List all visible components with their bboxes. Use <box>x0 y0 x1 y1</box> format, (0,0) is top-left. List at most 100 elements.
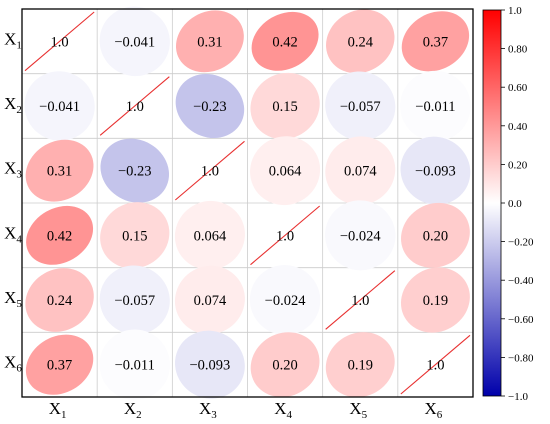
cell-value-label: −0.011 <box>115 358 155 374</box>
correlation-ellipse <box>401 202 470 268</box>
cell: 1.0 <box>99 76 170 136</box>
cell-value-label: 1.0 <box>201 164 219 180</box>
colorbar-tick-label: 1.0 <box>508 5 522 17</box>
cell-value-label: −0.23 <box>118 164 152 180</box>
cell: −0.057 <box>325 71 396 141</box>
column-labels: X1 X2 X3 X4 X5 X6 <box>49 399 443 421</box>
column-label: X5 <box>349 399 367 421</box>
grid <box>22 9 473 397</box>
row-labels: X1 X2 X3 X4 X5 X6 <box>4 29 22 374</box>
cell: 0.19 <box>325 332 395 398</box>
correlation-matrix: 1.0 −0.041 0.31 0.42 0.24 0.37 −0.041 1.0 −0.23 0… <box>24 6 471 400</box>
cell: −0.024 <box>249 265 321 335</box>
cell: 0.20 <box>401 202 470 268</box>
correlation-ellipse <box>26 205 94 265</box>
cell: 0.37 <box>25 334 94 395</box>
row-label: X2 <box>4 94 22 116</box>
correlation-ellipse <box>99 6 170 77</box>
cell: 0.074 <box>325 136 396 205</box>
cell: −0.093 <box>400 136 471 205</box>
cell: 0.15 <box>250 72 320 140</box>
diagonal-line <box>99 76 170 136</box>
cell: 0.24 <box>326 9 395 74</box>
cell-value-label: 0.074 <box>344 164 377 180</box>
colorbar-tick-label: −0.40 <box>508 275 534 287</box>
cell: −0.093 <box>175 330 245 399</box>
row-label: X5 <box>4 288 22 310</box>
diagonal-line <box>174 140 245 201</box>
cell-value-label: −0.093 <box>190 358 231 374</box>
cell: 0.31 <box>25 139 94 202</box>
cell-value-label: 0.19 <box>348 358 373 374</box>
correlation-ellipse <box>175 10 244 73</box>
cell: −0.011 <box>400 70 471 142</box>
cell-value-label: 0.37 <box>47 358 72 374</box>
cell-value-label: −0.011 <box>415 99 455 115</box>
cell-value-label: 0.31 <box>197 34 222 50</box>
cell: 0.15 <box>100 202 170 269</box>
correlation-ellipse <box>400 267 470 333</box>
cell: 0.24 <box>25 268 94 332</box>
correlation-ellipse <box>25 139 94 202</box>
correlation-ellipse <box>99 329 171 400</box>
row-label: X1 <box>4 29 22 51</box>
cell-value-label: 0.42 <box>272 34 297 50</box>
diagonal-line <box>325 270 396 330</box>
cell-value-label: 1.0 <box>426 358 444 374</box>
correlation-ellipse <box>25 334 94 395</box>
correlation-ellipse <box>401 11 470 72</box>
cell-value-label: 0.15 <box>272 99 297 115</box>
correlation-ellipse <box>250 332 320 398</box>
correlation-ellipse <box>100 138 170 203</box>
correlation-ellipse <box>250 136 321 206</box>
cell-value-label: −0.024 <box>265 293 307 309</box>
correlation-ellipse <box>174 200 245 270</box>
correlation-ellipse <box>250 72 320 140</box>
colorbar-tick-label: 0.40 <box>508 121 528 133</box>
cell-value-label: −0.057 <box>114 293 155 309</box>
cell: −0.024 <box>325 200 396 271</box>
cell-value-label: 0.064 <box>269 164 302 180</box>
cell-value-label: −0.23 <box>193 99 227 115</box>
cell: 1.0 <box>250 205 321 266</box>
colorbar: 1.0 0.80 0.60 0.40 0.20 0.0 −0.20 −0.40 −0.60 −0.… <box>482 5 534 403</box>
cell: 0.064 <box>174 200 245 270</box>
cell-value-label: −0.041 <box>39 99 80 115</box>
cell: −0.011 <box>99 329 171 400</box>
cell: 0.42 <box>26 205 94 265</box>
correlation-ellipse <box>325 136 396 205</box>
correlation-ellipse <box>24 71 95 141</box>
colorbar-tick-label: 0.60 <box>508 82 528 94</box>
cell-value-label: 0.064 <box>194 228 227 244</box>
diagonal-line <box>400 334 471 395</box>
colorbar-tick-label: 0.20 <box>508 159 528 171</box>
cell: 0.37 <box>401 11 470 72</box>
cell: −0.23 <box>175 73 245 139</box>
correlation-ellipse <box>400 136 471 205</box>
colorbar-tick-label: −0.80 <box>508 352 534 364</box>
cell: 1.0 <box>174 140 245 201</box>
cell-value-label: 1.0 <box>126 99 144 115</box>
cell: 0.19 <box>400 267 470 333</box>
correlation-ellipse <box>325 200 396 271</box>
cell-value-label: −0.057 <box>340 99 381 115</box>
cell-value-label: 0.20 <box>272 358 297 374</box>
correlation-ellipse <box>325 332 395 398</box>
cell-value-label: 0.42 <box>47 228 72 244</box>
cell: 1.0 <box>400 334 471 395</box>
colorbar-tick-label: 0.0 <box>508 198 522 210</box>
cell: −0.057 <box>99 265 170 335</box>
cell-value-label: 0.19 <box>423 293 448 309</box>
correlation-ellipse <box>175 330 245 399</box>
plot-frame <box>21 8 474 398</box>
cell-value-label: 0.24 <box>47 293 73 309</box>
colorbar-tick-label: −0.60 <box>508 314 534 326</box>
column-label: X3 <box>199 399 217 421</box>
column-label: X6 <box>425 399 443 421</box>
cell-value-label: −0.041 <box>114 34 155 50</box>
cell: 0.20 <box>250 332 320 398</box>
correlation-ellipse <box>325 71 396 141</box>
correlation-ellipse <box>249 265 321 335</box>
cell: 1.0 <box>325 270 396 330</box>
cell-value-label: 0.074 <box>194 293 227 309</box>
